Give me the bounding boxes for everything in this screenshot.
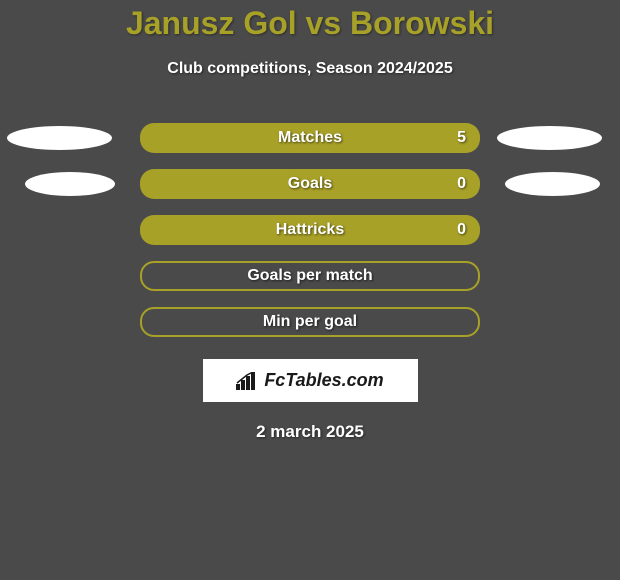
player-left-value-ellipse xyxy=(7,126,112,150)
page-title: Janusz Gol vs Borowski xyxy=(0,5,620,42)
stat-label: Min per goal xyxy=(263,313,357,331)
stat-bar: Min per goal xyxy=(140,307,480,337)
stat-row: Goals 0 xyxy=(0,169,620,199)
stat-value: 5 xyxy=(457,129,466,147)
bar-chart-icon xyxy=(236,372,258,390)
stat-row: Hattricks 0 xyxy=(0,215,620,245)
comparison-widget: Janusz Gol vs Borowski Club competitions… xyxy=(0,0,620,442)
stat-bar: Goals 0 xyxy=(140,169,480,199)
stat-label: Goals xyxy=(288,175,332,193)
stat-row: Goals per match xyxy=(0,261,620,291)
stat-row: Min per goal xyxy=(0,307,620,337)
logo-text: FcTables.com xyxy=(264,370,383,391)
logo-content: FcTables.com xyxy=(236,370,383,391)
player-left-value-ellipse xyxy=(25,172,115,196)
logo-box[interactable]: FcTables.com xyxy=(203,359,418,402)
stat-label: Goals per match xyxy=(247,267,372,285)
stat-row: Matches 5 xyxy=(0,123,620,153)
stat-bar: Matches 5 xyxy=(140,123,480,153)
stat-bar: Hattricks 0 xyxy=(140,215,480,245)
stat-value: 0 xyxy=(457,175,466,193)
date-text: 2 march 2025 xyxy=(0,422,620,442)
stat-bar: Goals per match xyxy=(140,261,480,291)
stat-label: Matches xyxy=(278,129,342,147)
stat-label: Hattricks xyxy=(276,221,344,239)
stat-value: 0 xyxy=(457,221,466,239)
player-right-value-ellipse xyxy=(505,172,600,196)
stats-area: Matches 5 Goals 0 Hattricks 0 Goals per match M… xyxy=(0,123,620,337)
subtitle: Club competitions, Season 2024/2025 xyxy=(0,60,620,78)
player-right-value-ellipse xyxy=(497,126,602,150)
